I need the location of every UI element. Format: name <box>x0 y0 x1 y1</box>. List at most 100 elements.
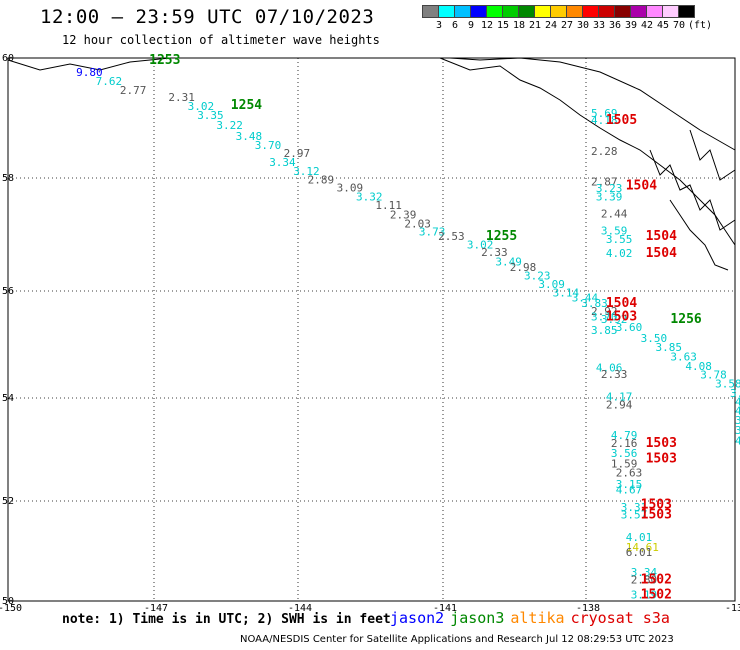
wave-height-value: 4.02 <box>606 247 633 260</box>
color-legend-unit: (ft) <box>688 20 713 31</box>
wave-height-value: 3.73 <box>419 226 446 239</box>
wave-height-value: 4.67 <box>616 483 643 496</box>
wave-height-value: 6.01 <box>626 546 653 559</box>
pass-number-label: 1502 <box>641 573 672 588</box>
wave-height-value: 3.12 <box>293 165 320 178</box>
color-swatch <box>534 5 551 18</box>
wave-height-value: 2.33 <box>481 246 508 259</box>
wave-height-value: 3.02 <box>467 239 494 252</box>
wave-height-value: 3.63 <box>670 351 697 364</box>
color-legend-label: 9 <box>467 20 475 31</box>
wave-height-value: 7.62 <box>96 75 123 88</box>
wave-height-value: 2.63 <box>616 466 643 479</box>
latitude-labels: 60 58 56 54 52 50 <box>2 53 14 607</box>
wave-height-value: 3.91 <box>735 424 740 437</box>
pass-labels-layer: 1253125412551256150515041504150415041503… <box>149 53 702 603</box>
color-legend-label: 12 <box>480 20 494 31</box>
color-legend-label: 39 <box>624 20 638 31</box>
wave-height-value: 4.17 <box>606 391 633 404</box>
map-frame <box>7 57 736 602</box>
wave-height-value: 2.87 <box>591 175 618 188</box>
lon-label: -138 <box>576 603 600 614</box>
pass-number-label: 1254 <box>231 98 262 113</box>
wave-height-value: 3.60 <box>616 321 643 334</box>
color-legend-label: 33 <box>592 20 606 31</box>
color-swatch <box>566 5 583 18</box>
lat-label: 54 <box>2 393 14 404</box>
wave-height-value: 2.92 <box>591 305 618 318</box>
color-swatch <box>662 5 679 18</box>
wave-height-value: 4.11 <box>735 396 740 409</box>
wave-height-value: 3.48 <box>236 130 263 143</box>
wave-height-value: 3.85 <box>591 324 618 337</box>
wave-height-value: 9.80 <box>76 66 103 79</box>
pass-number-label: 1502 <box>641 588 672 603</box>
color-legend-label: 21 <box>528 20 542 31</box>
wave-height-value: 2.03 <box>404 218 431 231</box>
satellite-name-altika: altika <box>510 609 565 627</box>
wave-height-value: 1.11 <box>375 199 402 212</box>
wave-height-value: 3.09 <box>538 278 565 291</box>
wave-height-value: 3.83 <box>581 297 608 310</box>
wave-height-value: 3.77 <box>730 387 740 400</box>
satellite-name-jason3: jason3 <box>450 609 505 627</box>
wave-height-value: 2.53 <box>438 230 465 243</box>
wave-height-value: 2.16 <box>611 437 638 450</box>
wave-height-value: 4.01 <box>626 531 653 544</box>
color-swatch <box>518 5 535 18</box>
color-swatch <box>678 5 695 18</box>
wave-height-value: 4.08 <box>685 360 712 373</box>
wave-height-value: 3.31 <box>621 501 648 514</box>
wave-height-value: 3.15 <box>616 478 643 491</box>
wave-height-value: 2.97 <box>284 147 311 160</box>
pass-number-label: 1503 <box>646 451 677 466</box>
color-swatch <box>502 5 519 18</box>
lon-label: -144 <box>288 603 312 614</box>
color-swatch <box>422 5 439 18</box>
wave-height-value: 3.78 <box>700 369 727 382</box>
wave-height-value: 3.56 <box>611 447 638 460</box>
wave-height-value: 3.55 <box>606 233 633 246</box>
color-legend-label: 30 <box>576 20 590 31</box>
wave-height-value: 2.94 <box>606 398 633 411</box>
wave-height-value: 2.77 <box>120 84 147 97</box>
color-legend-label: 6 <box>451 20 459 31</box>
wave-height-value: 3.23 <box>596 182 623 195</box>
color-swatch <box>454 5 471 18</box>
color-legend-label: 24 <box>544 20 558 31</box>
wave-height-value: 3.44 <box>572 292 599 305</box>
color-legend-label: 27 <box>560 20 574 31</box>
page-subtitle: 12 hour collection of altimeter wave hei… <box>62 33 380 47</box>
pass-number-label: 1503 <box>646 436 677 451</box>
longitude-labels: -150 -147 -144 -141 -138 -13 <box>0 603 740 614</box>
wave-height-value: 3.49 <box>495 256 522 269</box>
wave-height-value: 3.59 <box>601 225 628 238</box>
wave-height-value: 4.79 <box>611 429 638 442</box>
pass-number-label: 1503 <box>641 498 672 513</box>
color-legend-label: 45 <box>656 20 670 31</box>
satellite-legend: jason2 jason3 altika cryosat s3a <box>390 609 676 627</box>
pass-number-label: 1503 <box>641 508 672 523</box>
color-swatch <box>614 5 631 18</box>
color-swatch <box>550 5 567 18</box>
wave-height-value: 2.98 <box>510 261 537 274</box>
pass-number-label: 1503 <box>606 309 637 324</box>
wave-height-value: 5.69 <box>591 107 618 120</box>
wave-height-value: 3.94 <box>735 414 740 427</box>
wave-height-value: 2.31 <box>168 91 195 104</box>
wave-height-value: 3.50 <box>641 332 668 345</box>
wave-height-value: 4.06 <box>596 361 623 374</box>
wave-height-value: 3.92 <box>601 313 628 326</box>
wave-values-layer: 9.807.622.772.313.023.353.223.483.702.97… <box>76 66 740 602</box>
wave-height-value: 3.34 <box>631 566 658 579</box>
lat-label: 58 <box>2 173 14 184</box>
page-title: 12:00 – 23:59 UTC 07/10/2023 <box>40 6 375 28</box>
color-legend-label: 70 <box>672 20 686 31</box>
color-swatch <box>470 5 487 18</box>
lon-label: -147 <box>144 603 168 614</box>
pass-number-label: 1504 <box>646 229 677 244</box>
lon-label: -141 <box>433 603 457 614</box>
wave-height-value: 3.19 <box>631 589 658 602</box>
color-swatch <box>646 5 663 18</box>
